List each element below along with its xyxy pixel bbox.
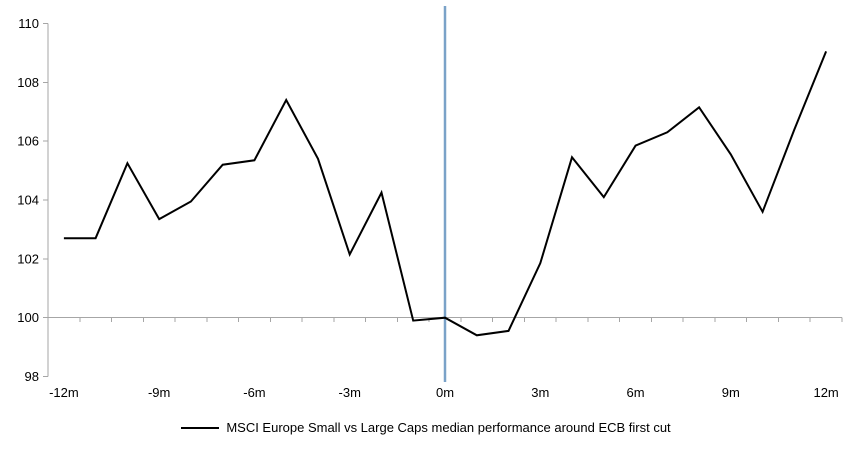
legend-line-sample bbox=[181, 426, 220, 429]
y-axis-label: 100 bbox=[17, 310, 39, 325]
x-axis-label: 0m bbox=[436, 385, 454, 400]
x-axis-label: -6m bbox=[243, 385, 265, 400]
x-axis-label: 12m bbox=[813, 385, 838, 400]
series-polyline bbox=[63, 51, 828, 337]
y-axis-label: 104 bbox=[17, 193, 39, 208]
x-axis-label: -3m bbox=[339, 385, 361, 400]
chart-legend: MSCI Europe Small vs Large Caps median p… bbox=[0, 420, 852, 435]
x-axis-label: -12m bbox=[49, 385, 79, 400]
x-axis-label: 3m bbox=[531, 385, 549, 400]
chart-canvas: 98 100 102 104 106 108 110 -12m -9m -6m -3m 0m 3m 6m 9… bbox=[17, 6, 843, 400]
y-axis-label: 110 bbox=[18, 16, 39, 31]
y-axis-label: 102 bbox=[17, 251, 39, 266]
y-axis-label: 106 bbox=[17, 134, 39, 149]
y-axis-label: 108 bbox=[17, 75, 39, 90]
x-axis-label: -9m bbox=[148, 385, 170, 400]
x-axis-label: 9m bbox=[722, 385, 740, 400]
legend-label: MSCI Europe Small vs Large Caps median p… bbox=[226, 420, 671, 435]
y-axis-label: 98 bbox=[25, 369, 39, 384]
x-axis-label: 6m bbox=[627, 385, 645, 400]
